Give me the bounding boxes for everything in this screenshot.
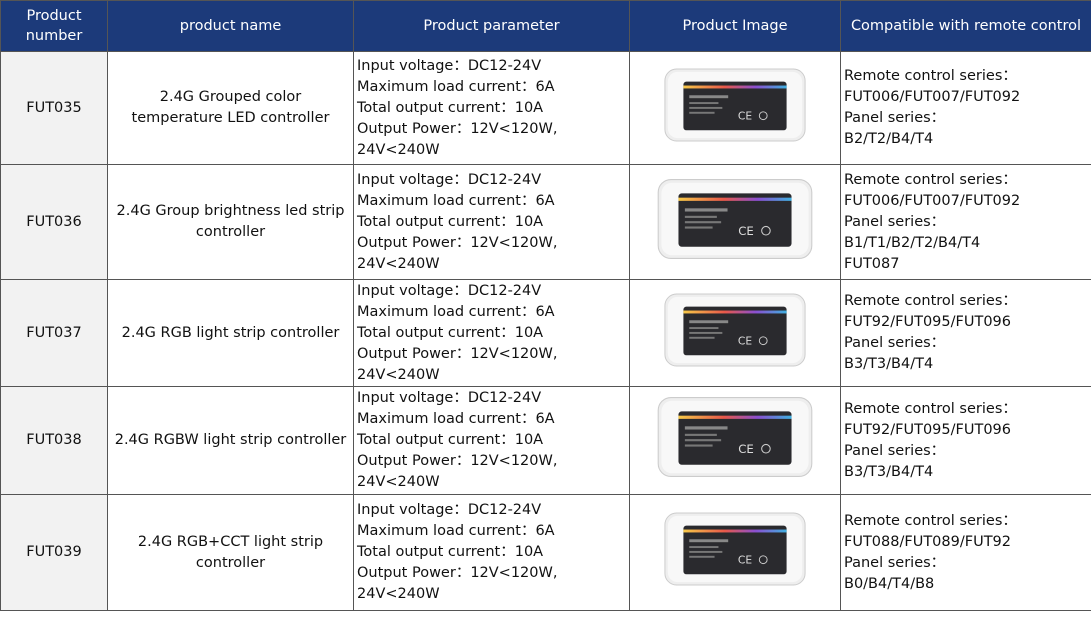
product-parameters: Input voltage：DC12-24V Maximum load curre… <box>353 494 630 611</box>
table-body: FUT035 2.4G Grouped color temperature LED… <box>0 51 1091 611</box>
svg-text:CE: CE <box>738 109 752 122</box>
remote-line: B2/T2/B4/T4 <box>844 131 934 147</box>
table-row: FUT036 2.4G Group brightness led strip co… <box>0 164 1091 280</box>
parameter-line: Input voltage：DC12-24V <box>357 282 542 299</box>
image-cell: CE <box>629 386 841 495</box>
parameter-line: Total output current：10A <box>357 432 544 448</box>
product-parameters: Input voltage：DC12-24V Maximum load curre… <box>353 279 630 387</box>
table-row: FUT039 2.4G RGB+CCT light strip controlle… <box>0 494 1091 611</box>
remote-line: Panel series： <box>844 213 946 230</box>
remote-line: FUT006/FUT007/FUT092 <box>844 192 1021 209</box>
parameter-line: Output Power：12V<120W, 24V<240W <box>357 453 558 490</box>
product-number: FUT036 <box>0 164 108 280</box>
parameter-line: Maximum load current：6A <box>357 303 555 320</box>
remote-line: Panel series： <box>844 442 946 459</box>
parameter-line: Total output current：10A <box>357 324 544 341</box>
parameter-line: Maximum load current：6A <box>357 192 555 209</box>
image-cell: CE <box>629 279 841 387</box>
remote-line: B3/T3/B4/T4 <box>844 356 934 372</box>
remote-line: B0/B4/T4/B8 <box>844 575 935 592</box>
table-row: FUT037 2.4G RGB light strip controller Inp… <box>0 279 1091 387</box>
product-image: CE <box>664 293 806 366</box>
remote-line: FUT088/FUT089/FUT92 <box>844 533 1012 550</box>
compatible-remotes: Remote control series： FUT92/FUT095/FUT09… <box>840 279 1091 387</box>
header-cell: product name <box>107 0 354 52</box>
parameter-line: Total output current：10A <box>357 99 544 116</box>
parameter-line: Output Power：12V<120W, 24V<240W <box>357 565 558 602</box>
parameter-line: Maximum load current：6A <box>357 411 555 427</box>
product-parameters: Input voltage：DC12-24V Maximum load curre… <box>353 164 630 280</box>
compatible-remotes: Remote control series： FUT088/FUT089/FUT9… <box>840 494 1091 611</box>
product-name: 2.4G RGB light strip controller <box>107 279 354 387</box>
remote-line: Remote control series： <box>844 171 1017 188</box>
compatible-remotes: Remote control series： FUT006/FUT007/FUT0… <box>840 164 1091 280</box>
svg-text:CE: CE <box>738 224 754 238</box>
parameter-line: Maximum load current：6A <box>357 523 555 539</box>
product-image: CE <box>664 512 806 586</box>
header-cell: Compatible with remote control <box>840 0 1091 52</box>
remote-line: Remote control series： <box>844 512 1017 529</box>
image-cell: CE <box>629 51 841 165</box>
header-cell: Product parameter <box>353 0 630 52</box>
remote-line: Remote control series： <box>844 400 1017 417</box>
remote-line: Panel series： <box>844 335 946 351</box>
parameter-line: Output Power：12V<120W, 24V<240W <box>357 120 558 158</box>
product-name: 2.4G Group brightness led strip controll… <box>107 164 354 280</box>
product-parameters: Input voltage：DC12-24V Maximum load curre… <box>353 386 630 495</box>
parameter-line: Input voltage：DC12-24V <box>357 171 542 188</box>
remote-line: Remote control series： <box>844 293 1017 309</box>
product-name: 2.4G RGBW light strip controller <box>107 386 354 495</box>
parameter-line: Maximum load current：6A <box>357 78 555 95</box>
remote-line: FUT006/FUT007/FUT092 <box>844 89 1021 105</box>
product-image: CE <box>664 68 806 141</box>
parameter-line: Output Power：12V<120W, 24V<240W <box>357 234 558 272</box>
svg-text:CE: CE <box>738 442 754 456</box>
product-number: FUT039 <box>0 494 108 611</box>
product-name: 2.4G RGB+CCT light strip controller <box>107 494 354 611</box>
remote-line: B3/T3/B4/T4 <box>844 463 934 480</box>
header-cell: Product Image <box>629 0 841 52</box>
product-number: FUT035 <box>0 51 108 165</box>
parameter-line: Input voltage：DC12-24V <box>357 57 542 74</box>
image-cell: CE <box>629 164 841 280</box>
parameter-line: Total output current：10A <box>357 213 544 230</box>
remote-line: FUT92/FUT095/FUT096 <box>844 314 1012 330</box>
header-row: Product number product name Product parame… <box>0 0 1091 52</box>
table-row: FUT035 2.4G Grouped color temperature LED… <box>0 51 1091 165</box>
compatible-remotes: Remote control series： FUT006/FUT007/FUT0… <box>840 51 1091 165</box>
compatible-remotes: Remote control series： FUT92/FUT095/FUT09… <box>840 386 1091 495</box>
remote-line: B1/T1/B2/T2/B4/T4 <box>844 234 981 251</box>
product-number: FUT038 <box>0 386 108 495</box>
parameter-line: Input voltage：DC12-24V <box>357 502 542 518</box>
product-image: CE <box>657 178 813 259</box>
remote-line: Remote control series： <box>844 68 1017 84</box>
product-name: 2.4G Grouped color temperature LED contr… <box>107 51 354 165</box>
remote-line: FUT087 <box>844 255 900 272</box>
product-number: FUT037 <box>0 279 108 387</box>
product-image: CE <box>657 397 813 477</box>
table-row: FUT038 2.4G RGBW light strip controller In… <box>0 386 1091 495</box>
remote-line: FUT92/FUT095/FUT096 <box>844 421 1012 438</box>
svg-text:CE: CE <box>738 334 752 347</box>
product-parameters: Input voltage：DC12-24V Maximum load curre… <box>353 51 630 165</box>
parameter-line: Input voltage：DC12-24V <box>357 390 542 406</box>
parameter-line: Output Power：12V<120W, 24V<240W <box>357 345 558 383</box>
image-cell: CE <box>629 494 841 611</box>
remote-line: Panel series： <box>844 110 946 126</box>
svg-text:CE: CE <box>738 554 752 567</box>
remote-line: Panel series： <box>844 554 946 571</box>
parameter-line: Total output current：10A <box>357 544 544 560</box>
header-cell: Product number <box>0 0 108 52</box>
